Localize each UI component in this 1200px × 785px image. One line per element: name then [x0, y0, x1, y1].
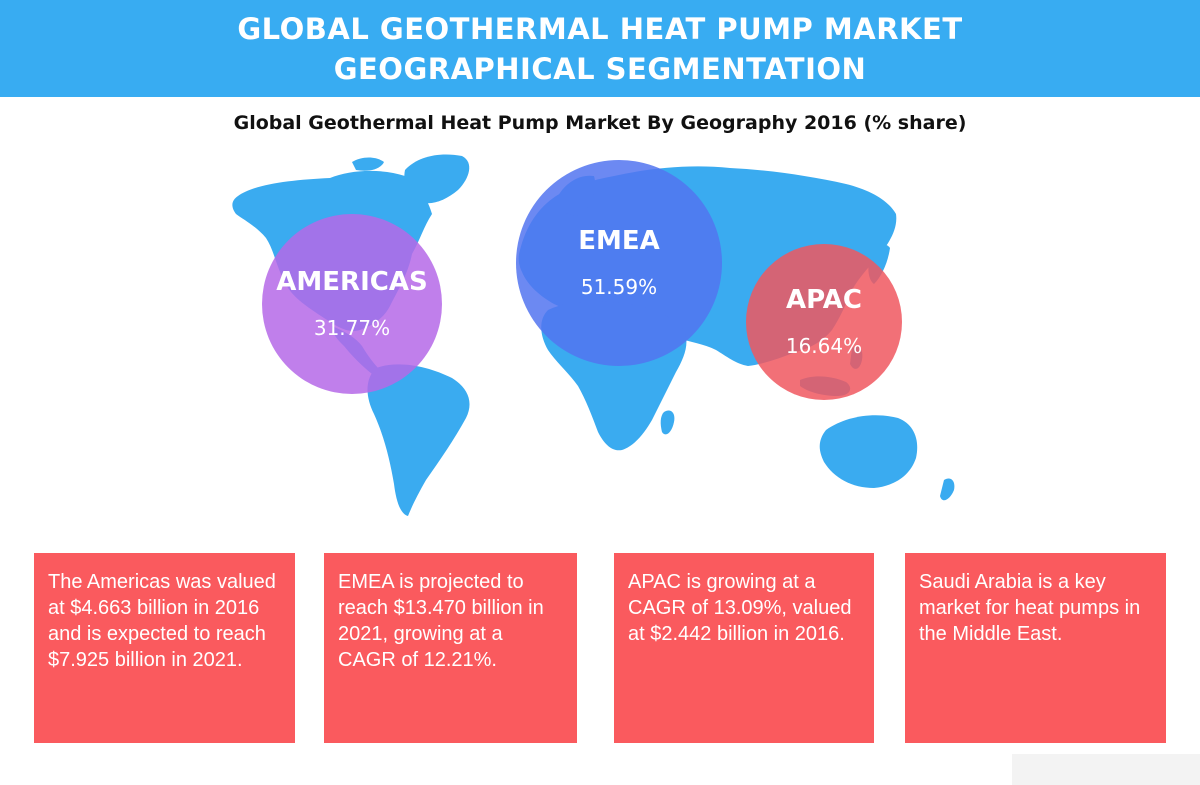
americas-label: AMERICAS: [276, 267, 428, 297]
emea-note-card: EMEA is projected to reach $13.470 billi…: [324, 553, 577, 743]
banner-title-line-1: GLOBAL GEOTHERMAL HEAT PUMP MARKET: [237, 11, 963, 46]
banner-title-line-2: GEOGRAPHICAL SEGMENTATION: [333, 51, 867, 86]
apac-label: APAC: [786, 285, 862, 315]
emea-share: 51.59%: [580, 275, 658, 299]
canada-islands: [352, 157, 384, 171]
saudi-arabia-note-card: Saudi Arabia is a key market for heat pu…: [905, 553, 1166, 743]
apac-share: 16.64%: [785, 334, 863, 358]
americas-bubble: AMERICAS 31.77%: [262, 214, 442, 394]
madagascar-landmass: [660, 410, 675, 435]
americas-note-card: The Americas was valued at $4.663 billio…: [34, 553, 295, 743]
australia-landmass: [819, 415, 918, 488]
emea-bubble: EMEA 51.59%: [516, 160, 722, 366]
new-zealand-landmass: [940, 478, 955, 501]
emea-label: EMEA: [578, 226, 660, 256]
greenland-landmass: [404, 154, 470, 204]
corner-panel: [1012, 754, 1200, 785]
americas-share: 31.77%: [313, 316, 391, 340]
apac-note-card: APAC is growing at a CAGR of 13.09%, val…: [614, 553, 874, 743]
chart-subtitle: Global Geothermal Heat Pump Market By Ge…: [233, 112, 967, 134]
apac-bubble: APAC 16.64%: [746, 244, 902, 400]
south-america-landmass: [367, 364, 470, 516]
title-banner: GLOBAL GEOTHERMAL HEAT PUMP MARKET GEOGR…: [0, 0, 1200, 97]
